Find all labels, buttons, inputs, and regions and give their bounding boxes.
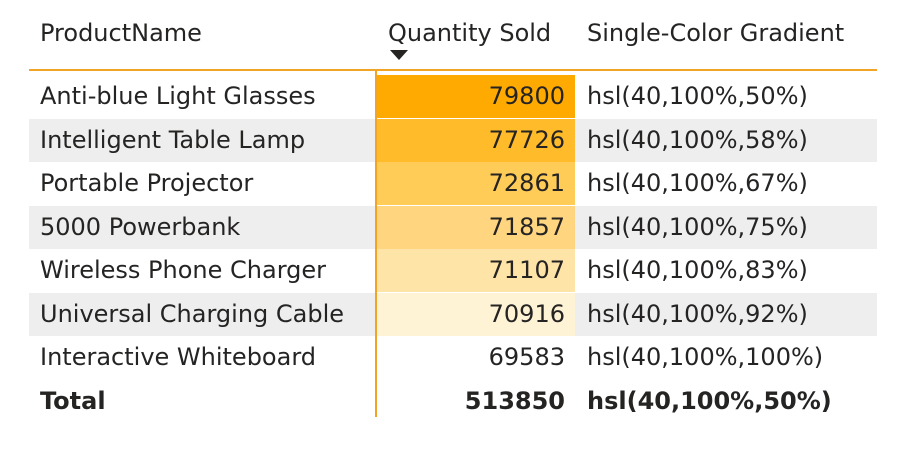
quantity-color-fill: [377, 118, 575, 162]
quantity-color-fill: [377, 162, 575, 205]
header-single-color-gradient[interactable]: Single-Color Gradient: [587, 19, 845, 47]
table-header: ProductName Quantity Sold Single-Color G…: [29, 0, 877, 71]
cell-product-name: Portable Projector: [40, 169, 254, 197]
cell-gradient: hsl(40,100%,100%): [587, 343, 824, 371]
table-row[interactable]: Wireless Phone Charger 71107 hsl(40,100%,8…: [29, 249, 877, 292]
cell-gradient: hsl(40,100%,50%): [587, 82, 808, 110]
cell-product-name: Anti-blue Light Glasses: [40, 82, 316, 110]
total-quantity: 513850: [464, 386, 565, 415]
cell-product-name: 5000 Powerbank: [40, 212, 241, 241]
cell-quantity-sold: 72861: [488, 169, 565, 197]
header-productname[interactable]: ProductName: [40, 19, 202, 47]
quantity-color-fill: [377, 249, 575, 292]
cell-quantity-sold: 71857: [488, 212, 565, 241]
header-divider: [29, 69, 877, 71]
cell-product-name: Wireless Phone Charger: [40, 256, 327, 284]
table-row[interactable]: 5000 Powerbank 71857 hsl(40,100%,75%): [29, 205, 877, 249]
cell-gradient: hsl(40,100%,92%): [587, 299, 808, 328]
quantity-color-fill: [377, 205, 575, 249]
total-label: Total: [40, 386, 106, 415]
cell-gradient: hsl(40,100%,58%): [587, 125, 808, 154]
cell-product-name: Interactive Whiteboard: [40, 343, 316, 371]
cell-gradient: hsl(40,100%,67%): [587, 169, 808, 197]
sort-descending-icon[interactable]: [390, 50, 408, 60]
quantity-color-fill: [377, 292, 575, 336]
quantity-color-fill: [377, 75, 575, 118]
table-row[interactable]: Portable Projector 72861 hsl(40,100%,67%): [29, 162, 877, 205]
quantity-color-fill: [377, 336, 575, 379]
table-row[interactable]: Anti-blue Light Glasses 79800 hsl(40,100%,…: [29, 75, 877, 118]
table-row[interactable]: Universal Charging Cable 70916 hsl(40,100%…: [29, 292, 877, 336]
column-divider: [375, 71, 377, 417]
cell-quantity-sold: 69583: [488, 343, 565, 371]
cell-product-name: Universal Charging Cable: [40, 299, 345, 328]
table-row[interactable]: Intelligent Table Lamp 77726 hsl(40,100%,5…: [29, 118, 877, 162]
total-row: Total 513850 hsl(40,100%,50%): [29, 380, 877, 423]
table-row[interactable]: Interactive Whiteboard 69583 hsl(40,100%,1…: [29, 336, 877, 379]
cell-gradient: hsl(40,100%,75%): [587, 212, 808, 241]
cell-quantity-sold: 77726: [488, 125, 565, 154]
cell-quantity-sold: 79800: [488, 82, 565, 110]
cell-gradient: hsl(40,100%,83%): [587, 256, 808, 284]
cell-quantity-sold: 70916: [488, 299, 565, 328]
total-gradient: hsl(40,100%,50%): [587, 386, 832, 415]
cell-product-name: Intelligent Table Lamp: [40, 125, 306, 154]
header-quantity-sold[interactable]: Quantity Sold: [388, 19, 552, 47]
cell-quantity-sold: 71107: [488, 256, 565, 284]
